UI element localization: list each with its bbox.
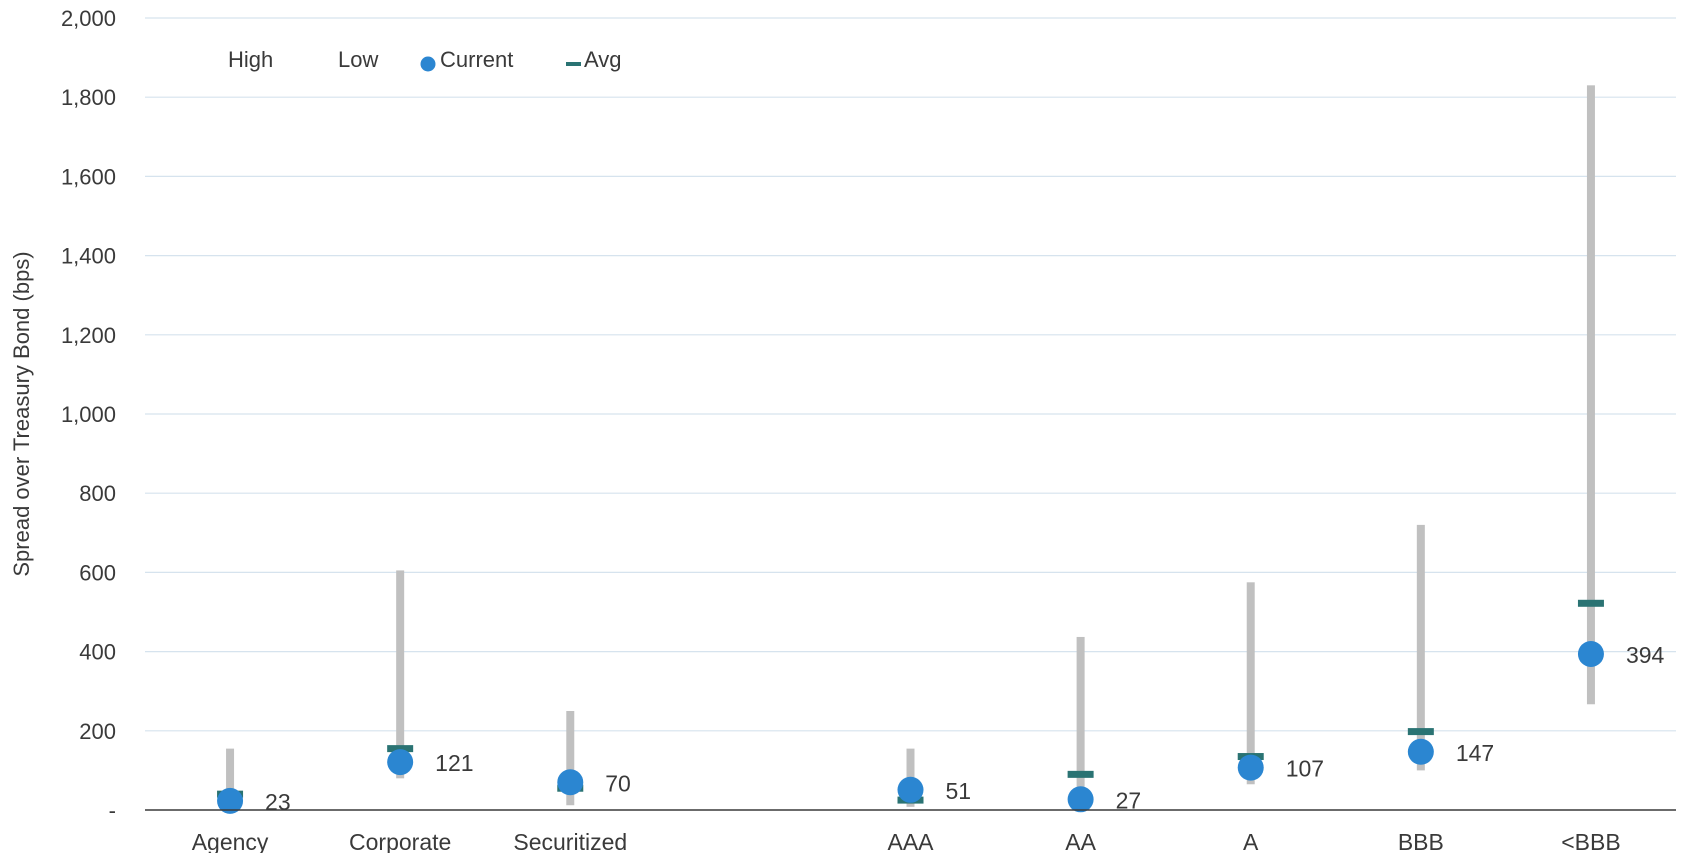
legend-avg-marker xyxy=(566,62,581,66)
legend-current-label: Current xyxy=(440,47,513,72)
x-category-label: Corporate xyxy=(349,829,451,853)
y-tick-label: 1,000 xyxy=(61,402,116,427)
current-marker xyxy=(1067,786,1094,813)
range-bar xyxy=(1416,524,1425,771)
y-tick-label: 600 xyxy=(79,560,116,585)
x-category-label: A xyxy=(1243,829,1259,853)
data-labels: 23 121 70 51 27 107 147 394 xyxy=(265,642,1664,815)
y-tick-label: 400 xyxy=(79,640,116,665)
range-bar xyxy=(226,748,235,805)
current-marker xyxy=(1237,754,1264,781)
x-category-label: AA xyxy=(1065,829,1096,853)
current-marker xyxy=(1577,640,1604,667)
x-category-label: <BBB xyxy=(1561,829,1620,853)
range-bar xyxy=(1586,85,1595,705)
range-bar xyxy=(396,570,405,779)
avg-marker xyxy=(387,745,414,753)
legend-avg-label: Avg xyxy=(584,47,622,72)
data-label: 121 xyxy=(435,750,473,776)
data-label: 23 xyxy=(265,789,291,815)
current-marker xyxy=(387,749,414,776)
data-label: 107 xyxy=(1286,756,1324,782)
range-bar xyxy=(1076,636,1085,805)
x-category-label: Agency xyxy=(192,829,269,853)
x-category-label: AAA xyxy=(887,829,934,853)
data-label: 51 xyxy=(946,778,972,804)
x-axis-categories: Agency Corporate Securitized AAA AA A BBB <BBB xyxy=(192,829,1621,853)
avg-marker xyxy=(1407,728,1434,736)
y-tick-label: 1,200 xyxy=(61,323,116,348)
y-tick-label: 200 xyxy=(79,719,116,744)
current-marker xyxy=(1407,738,1434,765)
y-tick-label: 1,800 xyxy=(61,85,116,110)
data-label: 70 xyxy=(605,770,631,796)
data-label: 27 xyxy=(1116,787,1142,813)
y-tick-label: 1,400 xyxy=(61,244,116,269)
range-bar xyxy=(566,711,575,806)
y-tick-label: 1,600 xyxy=(61,164,116,189)
legend-low-label: Low xyxy=(338,47,378,72)
gridlines xyxy=(145,17,1676,732)
y-axis-ticks: - 200 400 600 800 1,000 1,200 1,400 1,600 1,800 2,… xyxy=(61,6,116,823)
avg-marker xyxy=(1577,599,1604,607)
current-marker xyxy=(557,769,584,796)
data-label: 394 xyxy=(1626,642,1665,668)
current-markers xyxy=(217,640,1604,814)
current-marker xyxy=(217,787,244,814)
legend: High Low Current Avg xyxy=(228,47,622,72)
data-label: 147 xyxy=(1456,740,1494,766)
avg-marker xyxy=(1067,770,1094,778)
x-category-label: BBB xyxy=(1398,829,1444,853)
y-tick-label: 2,000 xyxy=(61,6,116,31)
legend-high-label: High xyxy=(228,47,273,72)
y-axis-title: Spread over Treasury Bond (bps) xyxy=(9,251,34,576)
high-low-ranges xyxy=(226,85,1595,807)
y-tick-label: 800 xyxy=(79,481,116,506)
current-marker xyxy=(897,776,924,803)
range-bar xyxy=(1246,582,1255,785)
x-category-label: Securitized xyxy=(513,829,627,853)
legend-current-marker xyxy=(420,56,436,72)
y-tick-label: - xyxy=(109,798,116,823)
